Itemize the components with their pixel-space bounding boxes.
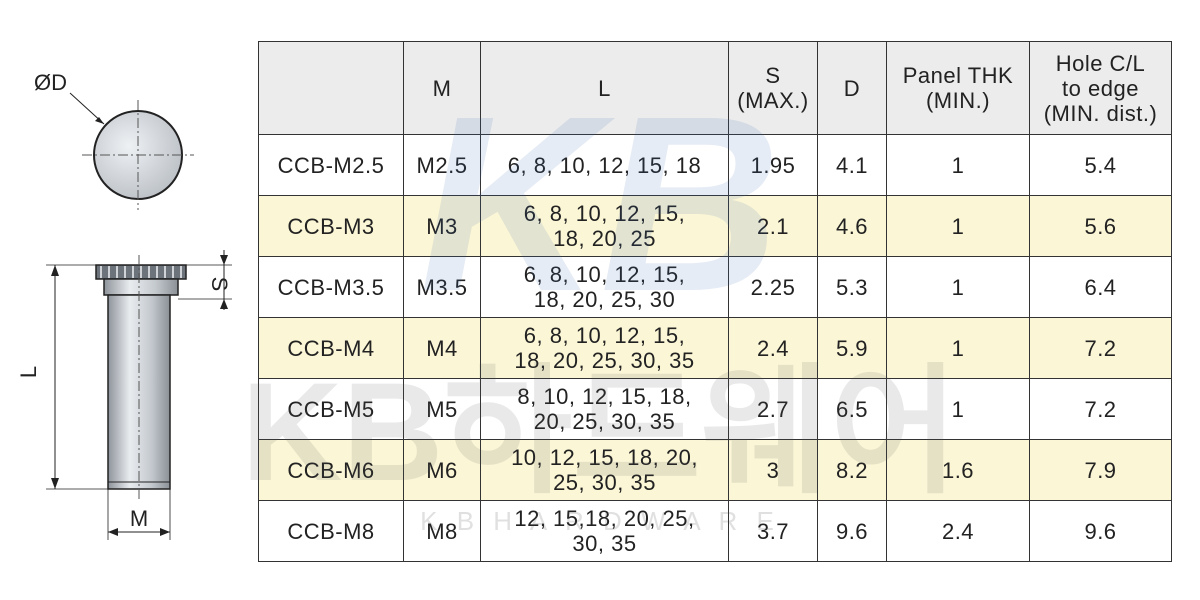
s-max: 3.7 <box>728 500 818 562</box>
table-row: CCB-M6 M6 10, 12, 15, 18, 20, 25, 30, 35 … <box>258 439 1172 501</box>
table-row: CCB-M2.5 M2.5 6, 8, 10, 12, 15, 18 1.95 … <box>258 134 1172 196</box>
hole-edge: 5.6 <box>1029 195 1172 257</box>
top-view: ØD <box>34 70 194 210</box>
s-max: 2.4 <box>728 317 818 379</box>
lengths: 10, 12, 15, 18, 20, 25, 30, 35 <box>480 439 729 501</box>
panel-thk: 2.4 <box>886 500 1030 562</box>
table-row: CCB-M3 M3 6, 8, 10, 12, 15, 18, 20, 25 2.… <box>258 195 1172 257</box>
d-value: 9.6 <box>817 500 887 562</box>
hole-edge: 7.9 <box>1029 439 1172 501</box>
header-s: S (MAX.) <box>728 41 818 135</box>
thread-size: M4 <box>403 317 481 379</box>
s-max: 1.95 <box>728 134 818 196</box>
panel-thk: 1 <box>886 195 1030 257</box>
panel-thk: 1 <box>886 378 1030 440</box>
header-hole-edge: Hole C/L to edge (MIN. dist.) <box>1029 41 1172 135</box>
table-row: CCB-M3.5 M3.5 6, 8, 10, 12, 15, 18, 20, 2… <box>258 256 1172 318</box>
part-number: CCB-M5 <box>258 378 404 440</box>
thread-size: M3 <box>403 195 481 257</box>
part-number: CCB-M4 <box>258 317 404 379</box>
header-row: M L S (MAX.) D Panel THK (MIN.) Hole C/L to… <box>258 41 1172 135</box>
panel-thk: 1 <box>886 256 1030 318</box>
hole-edge: 9.6 <box>1029 500 1172 562</box>
panel-thk: 1.6 <box>886 439 1030 501</box>
spec-table: M L S (MAX.) D Panel THK (MIN.) Hole C/L to… <box>258 41 1172 562</box>
hole-edge: 7.2 <box>1029 317 1172 379</box>
part-number: CCB-M8 <box>258 500 404 562</box>
thread-size: M3.5 <box>403 256 481 318</box>
table-row: CCB-M5 M5 8, 10, 12, 15, 18, 20, 25, 30, … <box>258 378 1172 440</box>
header-d: D <box>817 41 887 135</box>
part-number: CCB-M2.5 <box>258 134 404 196</box>
lengths: 12, 15,18, 20, 25, 30, 35 <box>480 500 729 562</box>
lengths: 8, 10, 12, 15, 18, 20, 25, 30, 35 <box>480 378 729 440</box>
part-number: CCB-M3 <box>258 195 404 257</box>
length-label: L <box>16 366 41 378</box>
s-max: 2.25 <box>728 256 818 318</box>
header-l: L <box>480 41 729 135</box>
hole-edge: 7.2 <box>1029 378 1172 440</box>
hole-edge: 5.4 <box>1029 134 1172 196</box>
d-value: 5.9 <box>817 317 887 379</box>
side-view: S L M <box>16 250 232 540</box>
part-number: CCB-M3.5 <box>258 256 404 318</box>
stroke-label: S <box>207 277 232 292</box>
panel-thk: 1 <box>886 134 1030 196</box>
part-number: CCB-M6 <box>258 439 404 501</box>
d-value: 8.2 <box>817 439 887 501</box>
lengths: 6, 8, 10, 12, 15, 18, 20, 25, 30 <box>480 256 729 318</box>
thread-size: M2.5 <box>403 134 481 196</box>
s-max: 3 <box>728 439 818 501</box>
header-panel-thk: Panel THK (MIN.) <box>886 41 1030 135</box>
lengths: 6, 8, 10, 12, 15, 18, 20, 25 <box>480 195 729 257</box>
d-value: 6.5 <box>817 378 887 440</box>
s-max: 2.7 <box>728 378 818 440</box>
s-max: 2.1 <box>728 195 818 257</box>
thread-size: M6 <box>403 439 481 501</box>
header-part <box>258 41 404 135</box>
table-row: CCB-M8 M8 12, 15,18, 20, 25, 30, 35 3.7 9… <box>258 500 1172 562</box>
thread-size: M5 <box>403 378 481 440</box>
thread-label: M <box>130 506 148 531</box>
table-row: CCB-M4 M4 6, 8, 10, 12, 15, 18, 20, 25, 3… <box>258 317 1172 379</box>
technical-drawing: ØD S L <box>16 70 232 540</box>
thread-size: M8 <box>403 500 481 562</box>
diameter-label: ØD <box>34 70 67 95</box>
d-value: 5.3 <box>817 256 887 318</box>
d-value: 4.1 <box>817 134 887 196</box>
header-m: M <box>403 41 481 135</box>
hole-edge: 6.4 <box>1029 256 1172 318</box>
d-value: 4.6 <box>817 195 887 257</box>
panel-thk: 1 <box>886 317 1030 379</box>
lengths: 6, 8, 10, 12, 15, 18 <box>480 134 729 196</box>
lengths: 6, 8, 10, 12, 15, 18, 20, 25, 30, 35 <box>480 317 729 379</box>
